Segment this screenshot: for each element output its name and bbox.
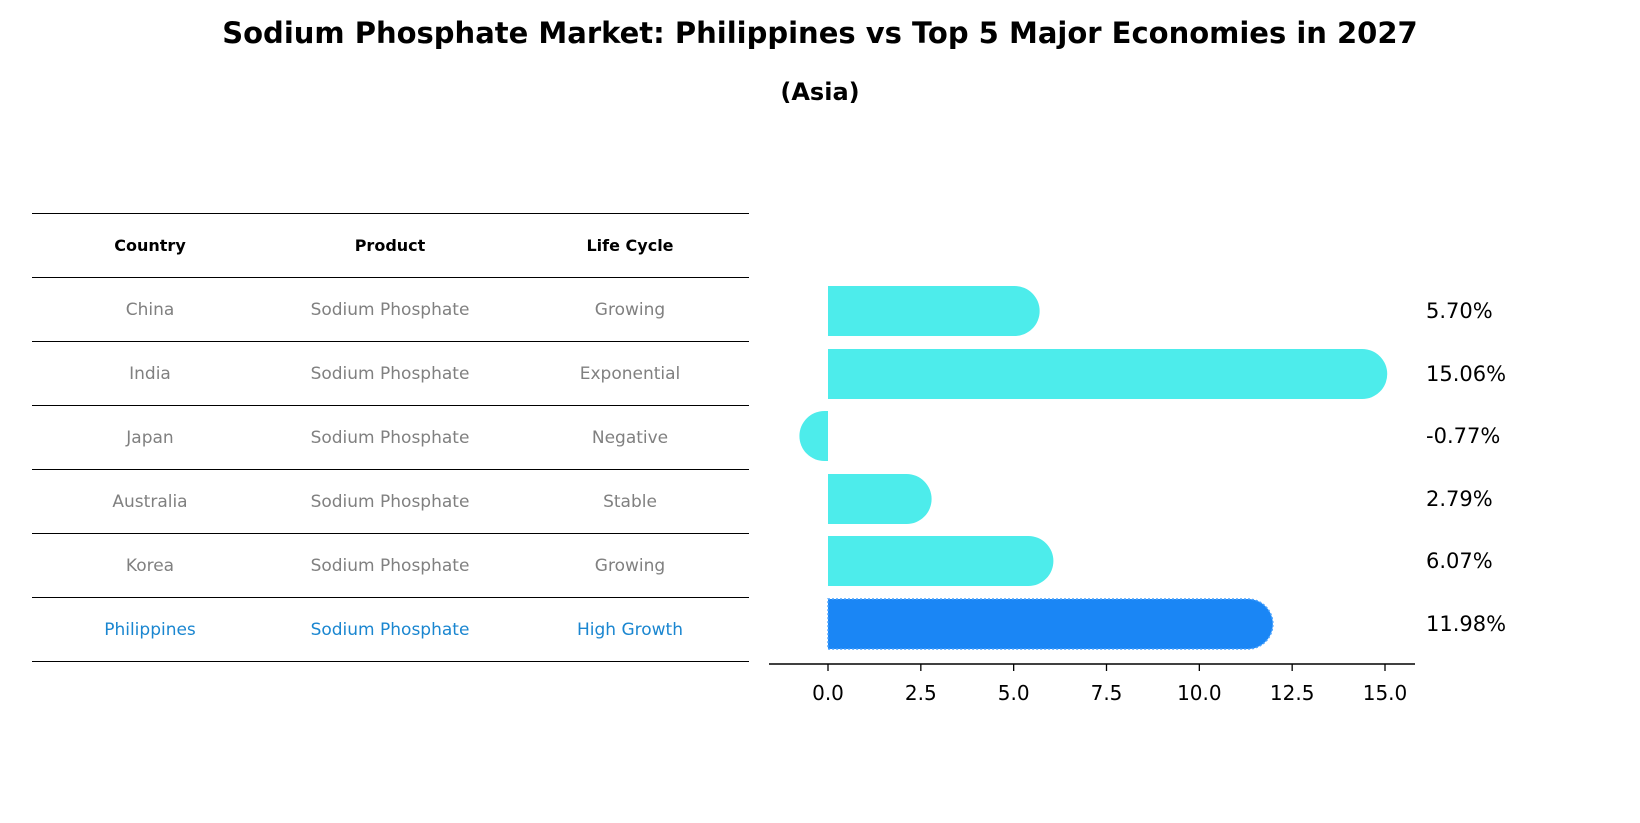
cell-country: Australia — [112, 491, 188, 512]
x-tick-label: 10.0 — [1177, 681, 1222, 705]
data-table: Country Product Life Cycle China Sodium … — [32, 213, 749, 662]
value-label: 15.06% — [1426, 362, 1506, 386]
cell-product: Sodium Phosphate — [310, 299, 470, 320]
table-header-row: Country Product Life Cycle — [32, 213, 749, 277]
column-header-life-cycle: Life Cycle — [586, 236, 674, 255]
cell-country: Philippines — [104, 619, 196, 640]
cell-product: Sodium Phosphate — [310, 555, 470, 576]
cell-product: Sodium Phosphate — [310, 427, 470, 448]
chart-subtitle: (Asia) — [780, 78, 860, 106]
table-row: Australia Sodium Phosphate Stable — [32, 469, 749, 533]
table-row: China Sodium Phosphate Growing — [32, 277, 749, 341]
cell-country: Japan — [126, 427, 174, 448]
bar-india — [828, 349, 1388, 399]
bar-australia — [828, 473, 932, 524]
value-label: -0.77% — [1426, 424, 1500, 448]
cell-product: Sodium Phosphate — [310, 619, 470, 640]
x-tick-label: 0.0 — [812, 681, 844, 705]
cell-life-cycle: Stable — [603, 491, 657, 512]
column-header-product: Product — [354, 236, 426, 255]
bar-korea — [828, 536, 1054, 586]
chart-title: Sodium Phosphate Market: Philippines vs … — [222, 16, 1418, 50]
value-label: 6.07% — [1426, 549, 1493, 573]
value-label: 2.79% — [1426, 487, 1493, 511]
bar-philippines — [827, 598, 1274, 650]
table-row: Japan Sodium Phosphate Negative — [32, 405, 749, 469]
cell-life-cycle: Growing — [594, 299, 666, 320]
column-header-country: Country — [114, 236, 186, 255]
cell-product: Sodium Phosphate — [310, 491, 470, 512]
x-tick-label: 2.5 — [905, 681, 937, 705]
bar-china — [828, 286, 1040, 336]
table-row-highlighted: Philippines Sodium Phosphate High Growth — [32, 597, 749, 662]
table-row: India Sodium Phosphate Exponential — [32, 341, 749, 405]
x-tick-label: 5.0 — [998, 681, 1030, 705]
cell-life-cycle: Exponential — [579, 363, 681, 384]
cell-life-cycle: High Growth — [576, 619, 684, 640]
cell-product: Sodium Phosphate — [310, 363, 470, 384]
cell-country: China — [125, 299, 175, 320]
x-tick-label: 7.5 — [1091, 681, 1123, 705]
cell-country: India — [129, 363, 171, 384]
value-label: 11.98% — [1426, 612, 1506, 636]
cell-country: Korea — [125, 555, 175, 576]
value-label: 5.70% — [1426, 299, 1493, 323]
bar-japan — [799, 411, 828, 461]
cell-life-cycle: Growing — [594, 555, 666, 576]
x-tick-label: 15.0 — [1363, 681, 1408, 705]
x-tick-label: 12.5 — [1270, 681, 1315, 705]
cell-life-cycle: Negative — [591, 427, 669, 448]
table-row: Korea Sodium Phosphate Growing — [32, 533, 749, 597]
